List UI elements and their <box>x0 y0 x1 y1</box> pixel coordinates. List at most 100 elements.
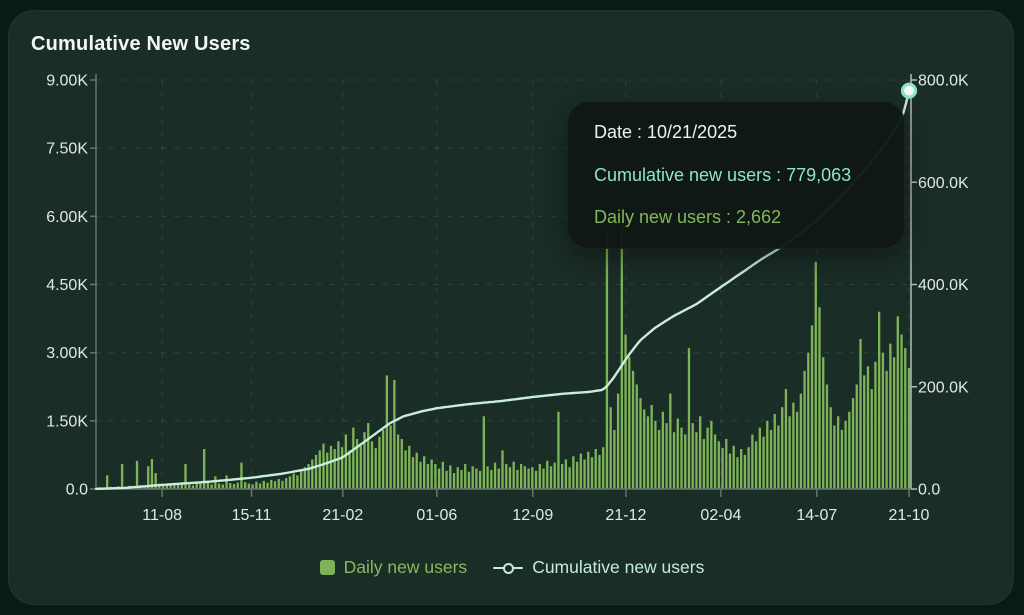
active-point-marker[interactable] <box>900 82 918 99</box>
daily-bar[interactable] <box>478 470 482 489</box>
daily-bar[interactable] <box>240 462 243 489</box>
daily-bar[interactable] <box>904 348 907 489</box>
daily-bar[interactable] <box>534 470 538 489</box>
daily-bar[interactable] <box>672 432 676 489</box>
daily-bar[interactable] <box>482 416 486 489</box>
daily-bar[interactable] <box>732 445 735 489</box>
daily-bar[interactable] <box>273 481 277 489</box>
daily-bar[interactable] <box>605 234 609 489</box>
daily-bar[interactable] <box>426 464 430 489</box>
daily-bar[interactable] <box>493 462 497 489</box>
daily-bar[interactable] <box>885 370 888 489</box>
daily-bar[interactable] <box>665 423 668 489</box>
daily-bar[interactable] <box>400 439 403 489</box>
daily-bar[interactable] <box>244 482 247 489</box>
daily-bar[interactable] <box>889 343 892 489</box>
daily-bar[interactable] <box>575 461 579 489</box>
daily-bar[interactable] <box>393 379 396 489</box>
daily-bar[interactable] <box>318 450 321 489</box>
daily-bar[interactable] <box>713 434 717 489</box>
daily-bar[interactable] <box>367 423 370 489</box>
daily-bar[interactable] <box>299 469 303 489</box>
daily-bar[interactable] <box>676 418 679 489</box>
daily-bar[interactable] <box>161 485 165 489</box>
daily-bar[interactable] <box>833 425 836 489</box>
daily-bar[interactable] <box>106 475 109 489</box>
daily-bar[interactable] <box>206 482 210 489</box>
daily-bars-series[interactable] <box>94 225 911 490</box>
daily-bar[interactable] <box>758 427 761 489</box>
daily-bar[interactable] <box>684 434 687 489</box>
daily-bar[interactable] <box>859 339 862 489</box>
daily-bar[interactable] <box>896 316 899 489</box>
daily-bar[interactable] <box>680 427 683 489</box>
daily-bar[interactable] <box>348 450 351 489</box>
daily-bar[interactable] <box>415 452 418 489</box>
daily-bar[interactable] <box>120 464 124 489</box>
daily-bar[interactable] <box>419 461 422 489</box>
daily-bar[interactable] <box>449 465 452 489</box>
daily-bar[interactable] <box>878 311 881 489</box>
daily-bar[interactable] <box>818 307 821 489</box>
daily-bar[interactable] <box>814 261 817 489</box>
daily-bar[interactable] <box>285 478 288 489</box>
daily-bar[interactable] <box>456 467 459 489</box>
daily-bar[interactable] <box>635 384 638 489</box>
daily-bar[interactable] <box>154 473 157 489</box>
daily-bar[interactable] <box>217 483 221 489</box>
daily-bar[interactable] <box>810 325 814 489</box>
daily-bar[interactable] <box>147 466 150 489</box>
daily-bar[interactable] <box>471 466 474 489</box>
daily-bar[interactable] <box>773 414 776 489</box>
daily-bar[interactable] <box>795 411 799 489</box>
daily-bar[interactable] <box>523 466 527 489</box>
daily-bar[interactable] <box>247 483 251 489</box>
daily-bar[interactable] <box>781 407 784 489</box>
daily-bar[interactable] <box>281 480 284 489</box>
daily-bar[interactable] <box>572 456 575 489</box>
daily-bar[interactable] <box>699 416 702 489</box>
daily-bar[interactable] <box>143 486 146 489</box>
daily-bar[interactable] <box>892 357 896 489</box>
daily-bar[interactable] <box>303 467 306 489</box>
daily-bar[interactable] <box>221 484 224 489</box>
daily-bar[interactable] <box>657 429 661 489</box>
daily-bar[interactable] <box>874 361 877 489</box>
daily-bar[interactable] <box>512 461 515 489</box>
daily-bar[interactable] <box>561 464 564 489</box>
daily-bar[interactable] <box>203 449 206 489</box>
daily-bar[interactable] <box>337 441 340 489</box>
daily-bar[interactable] <box>370 441 374 489</box>
daily-bar[interactable] <box>460 469 463 489</box>
daily-bar[interactable] <box>296 475 299 489</box>
daily-bar[interactable] <box>255 481 258 489</box>
daily-bar[interactable] <box>549 466 553 489</box>
daily-bar[interactable] <box>825 384 829 489</box>
daily-bar[interactable] <box>527 468 530 489</box>
daily-bar[interactable] <box>631 370 635 489</box>
daily-bar[interactable] <box>784 389 788 489</box>
daily-bar[interactable] <box>258 483 262 489</box>
daily-bar[interactable] <box>519 464 523 489</box>
daily-bar[interactable] <box>616 393 620 489</box>
daily-bar[interactable] <box>150 459 154 489</box>
daily-bar[interactable] <box>180 484 183 489</box>
legend-item-daily[interactable]: Daily new users <box>319 557 467 578</box>
daily-bar[interactable] <box>598 454 601 489</box>
daily-bar[interactable] <box>777 425 780 489</box>
daily-bar[interactable] <box>803 370 806 489</box>
daily-bar[interactable] <box>754 441 758 489</box>
daily-bar[interactable] <box>411 457 415 489</box>
daily-bar[interactable] <box>725 439 728 489</box>
daily-bar[interactable] <box>169 485 172 489</box>
cumulative-line[interactable] <box>94 89 911 490</box>
daily-bar[interactable] <box>870 389 873 489</box>
daily-bar[interactable] <box>236 482 239 489</box>
daily-bar[interactable] <box>602 447 605 489</box>
daily-bar[interactable] <box>262 480 265 489</box>
daily-bar[interactable] <box>702 439 706 489</box>
daily-bar[interactable] <box>751 434 754 489</box>
daily-bar[interactable] <box>650 404 653 489</box>
daily-bar[interactable] <box>654 420 657 489</box>
daily-bar[interactable] <box>378 436 381 489</box>
